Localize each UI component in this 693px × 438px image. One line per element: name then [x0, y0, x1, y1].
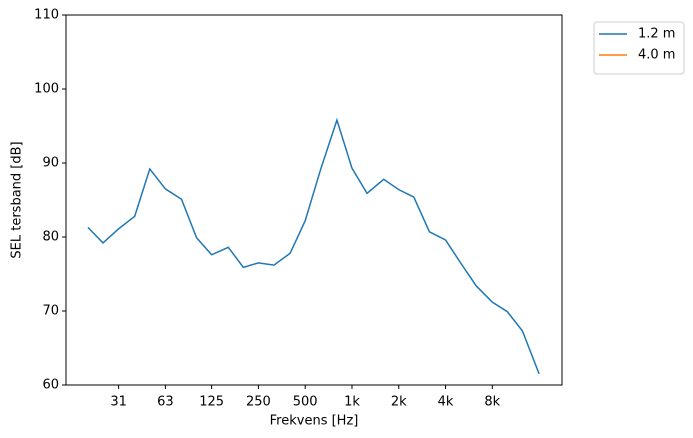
y-tick-label: 80	[42, 230, 59, 245]
y-tick-label: 70	[42, 304, 59, 319]
x-tick-label: 1k	[344, 395, 360, 410]
x-tick-label: 250	[246, 395, 271, 410]
legend-box	[593, 21, 685, 75]
x-tick-label: 2k	[391, 395, 407, 410]
x-tick-label: 31	[110, 395, 127, 410]
y-tick-label: 110	[34, 8, 59, 23]
y-axis-label: SEL tersband [dB]	[10, 141, 25, 258]
x-tick-label: 500	[293, 395, 318, 410]
x-tick-label: 63	[157, 395, 174, 410]
legend-label: 4.0 m	[638, 48, 675, 63]
x-tick-label: 8k	[484, 395, 500, 410]
y-tick-label: 100	[34, 82, 59, 97]
x-tick-label: 4k	[438, 395, 454, 410]
legend-label: 1.2 m	[638, 27, 675, 42]
y-tick-label: 90	[42, 156, 59, 171]
x-tick-label: 125	[199, 395, 224, 410]
y-tick-label: 60	[42, 378, 59, 393]
data-line	[87, 117, 540, 375]
x-axis-label: Frekvens [Hz]	[270, 414, 359, 429]
plot-frame	[65, 14, 563, 386]
